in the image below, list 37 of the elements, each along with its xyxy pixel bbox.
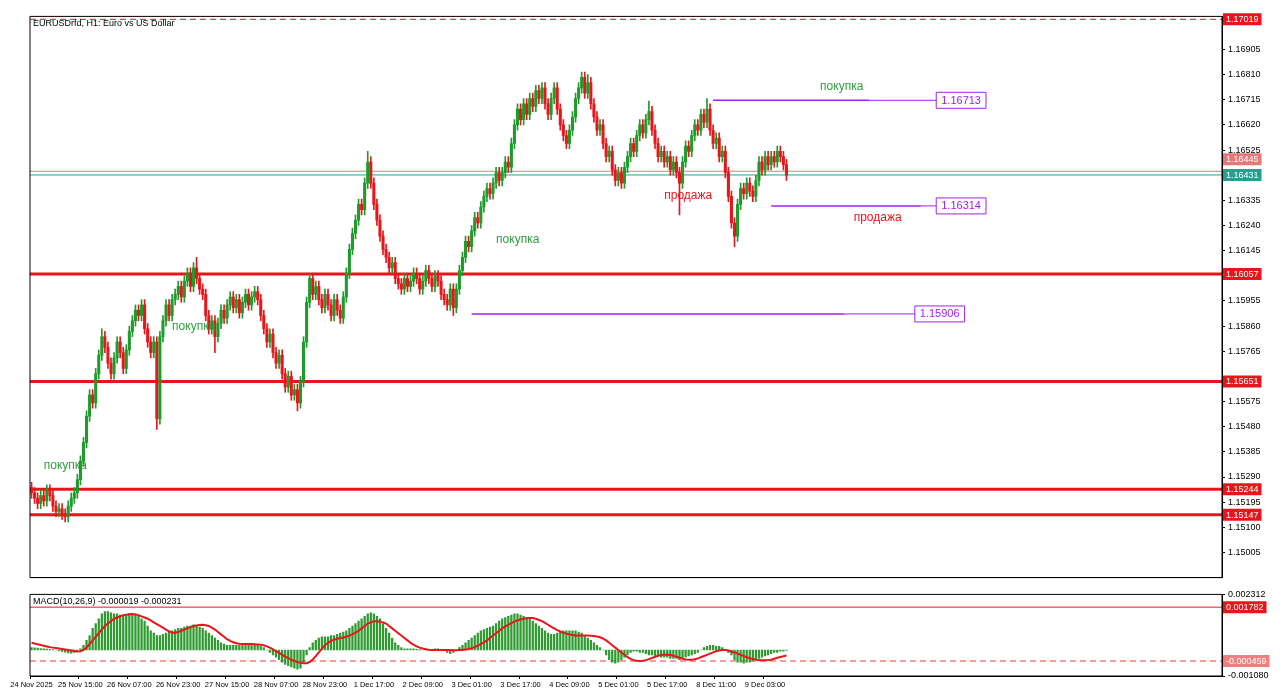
y-tick-label: 1.16620 xyxy=(1228,119,1261,130)
chart-title: EURUSDrfd, H1: Euro vs US Dollar xyxy=(33,18,175,29)
ref-line-label: 1.16445 xyxy=(1226,154,1259,165)
y-tick-label: 1.16525 xyxy=(1228,144,1261,155)
ref-line-label: 1.15906 xyxy=(919,307,960,320)
y-tick-label: -0.001080 xyxy=(1228,670,1269,681)
ref-line-label: 1.16314 xyxy=(941,199,981,212)
y-tick-label: 1.16905 xyxy=(1228,43,1261,54)
ref-line-label: 0.001782 xyxy=(1226,602,1264,613)
y-tick-label: 1.16810 xyxy=(1228,69,1261,80)
y-tick-label: 1.15575 xyxy=(1228,396,1261,407)
y-tick-label: 1.15385 xyxy=(1228,446,1261,457)
ref-line-label: 1.16431 xyxy=(1226,169,1259,180)
ref-line-label: 1.15244 xyxy=(1226,484,1259,495)
annotation: продажа xyxy=(853,209,902,224)
y-tick-label: 1.15860 xyxy=(1228,320,1261,331)
y-tick-label: 1.15100 xyxy=(1228,521,1261,532)
ref-line-label: 1.16057 xyxy=(1226,268,1259,279)
y-tick-label: 1.15765 xyxy=(1228,345,1261,356)
ref-line-label: -0.000459 xyxy=(1226,656,1267,667)
y-tick-label: 1.15195 xyxy=(1228,496,1261,507)
y-tick-label: 1.15005 xyxy=(1228,546,1261,557)
annotation: покупка xyxy=(820,79,864,94)
y-tick-label: 1.16335 xyxy=(1228,194,1261,205)
ref-line-label: 1.15651 xyxy=(1226,376,1259,387)
y-tick-label: 0.002312 xyxy=(1228,588,1266,599)
ref-line-label: 1.17019 xyxy=(1226,14,1259,25)
y-tick-label: 1.16145 xyxy=(1228,245,1261,256)
chart-title: MACD(10,26,9) -0.000019 -0.000231 xyxy=(33,596,182,607)
y-tick-label: 1.15290 xyxy=(1228,471,1261,482)
y-tick-label: 1.16715 xyxy=(1228,94,1261,105)
annotation: покупка xyxy=(496,232,540,247)
y-tick-label: 1.15480 xyxy=(1228,421,1261,432)
y-tick-label: 1.15955 xyxy=(1228,295,1261,306)
ref-line-label: 1.15147 xyxy=(1226,509,1259,520)
y-tick-label: 1.16240 xyxy=(1228,220,1261,231)
ref-line-label: 1.16713 xyxy=(941,93,981,106)
